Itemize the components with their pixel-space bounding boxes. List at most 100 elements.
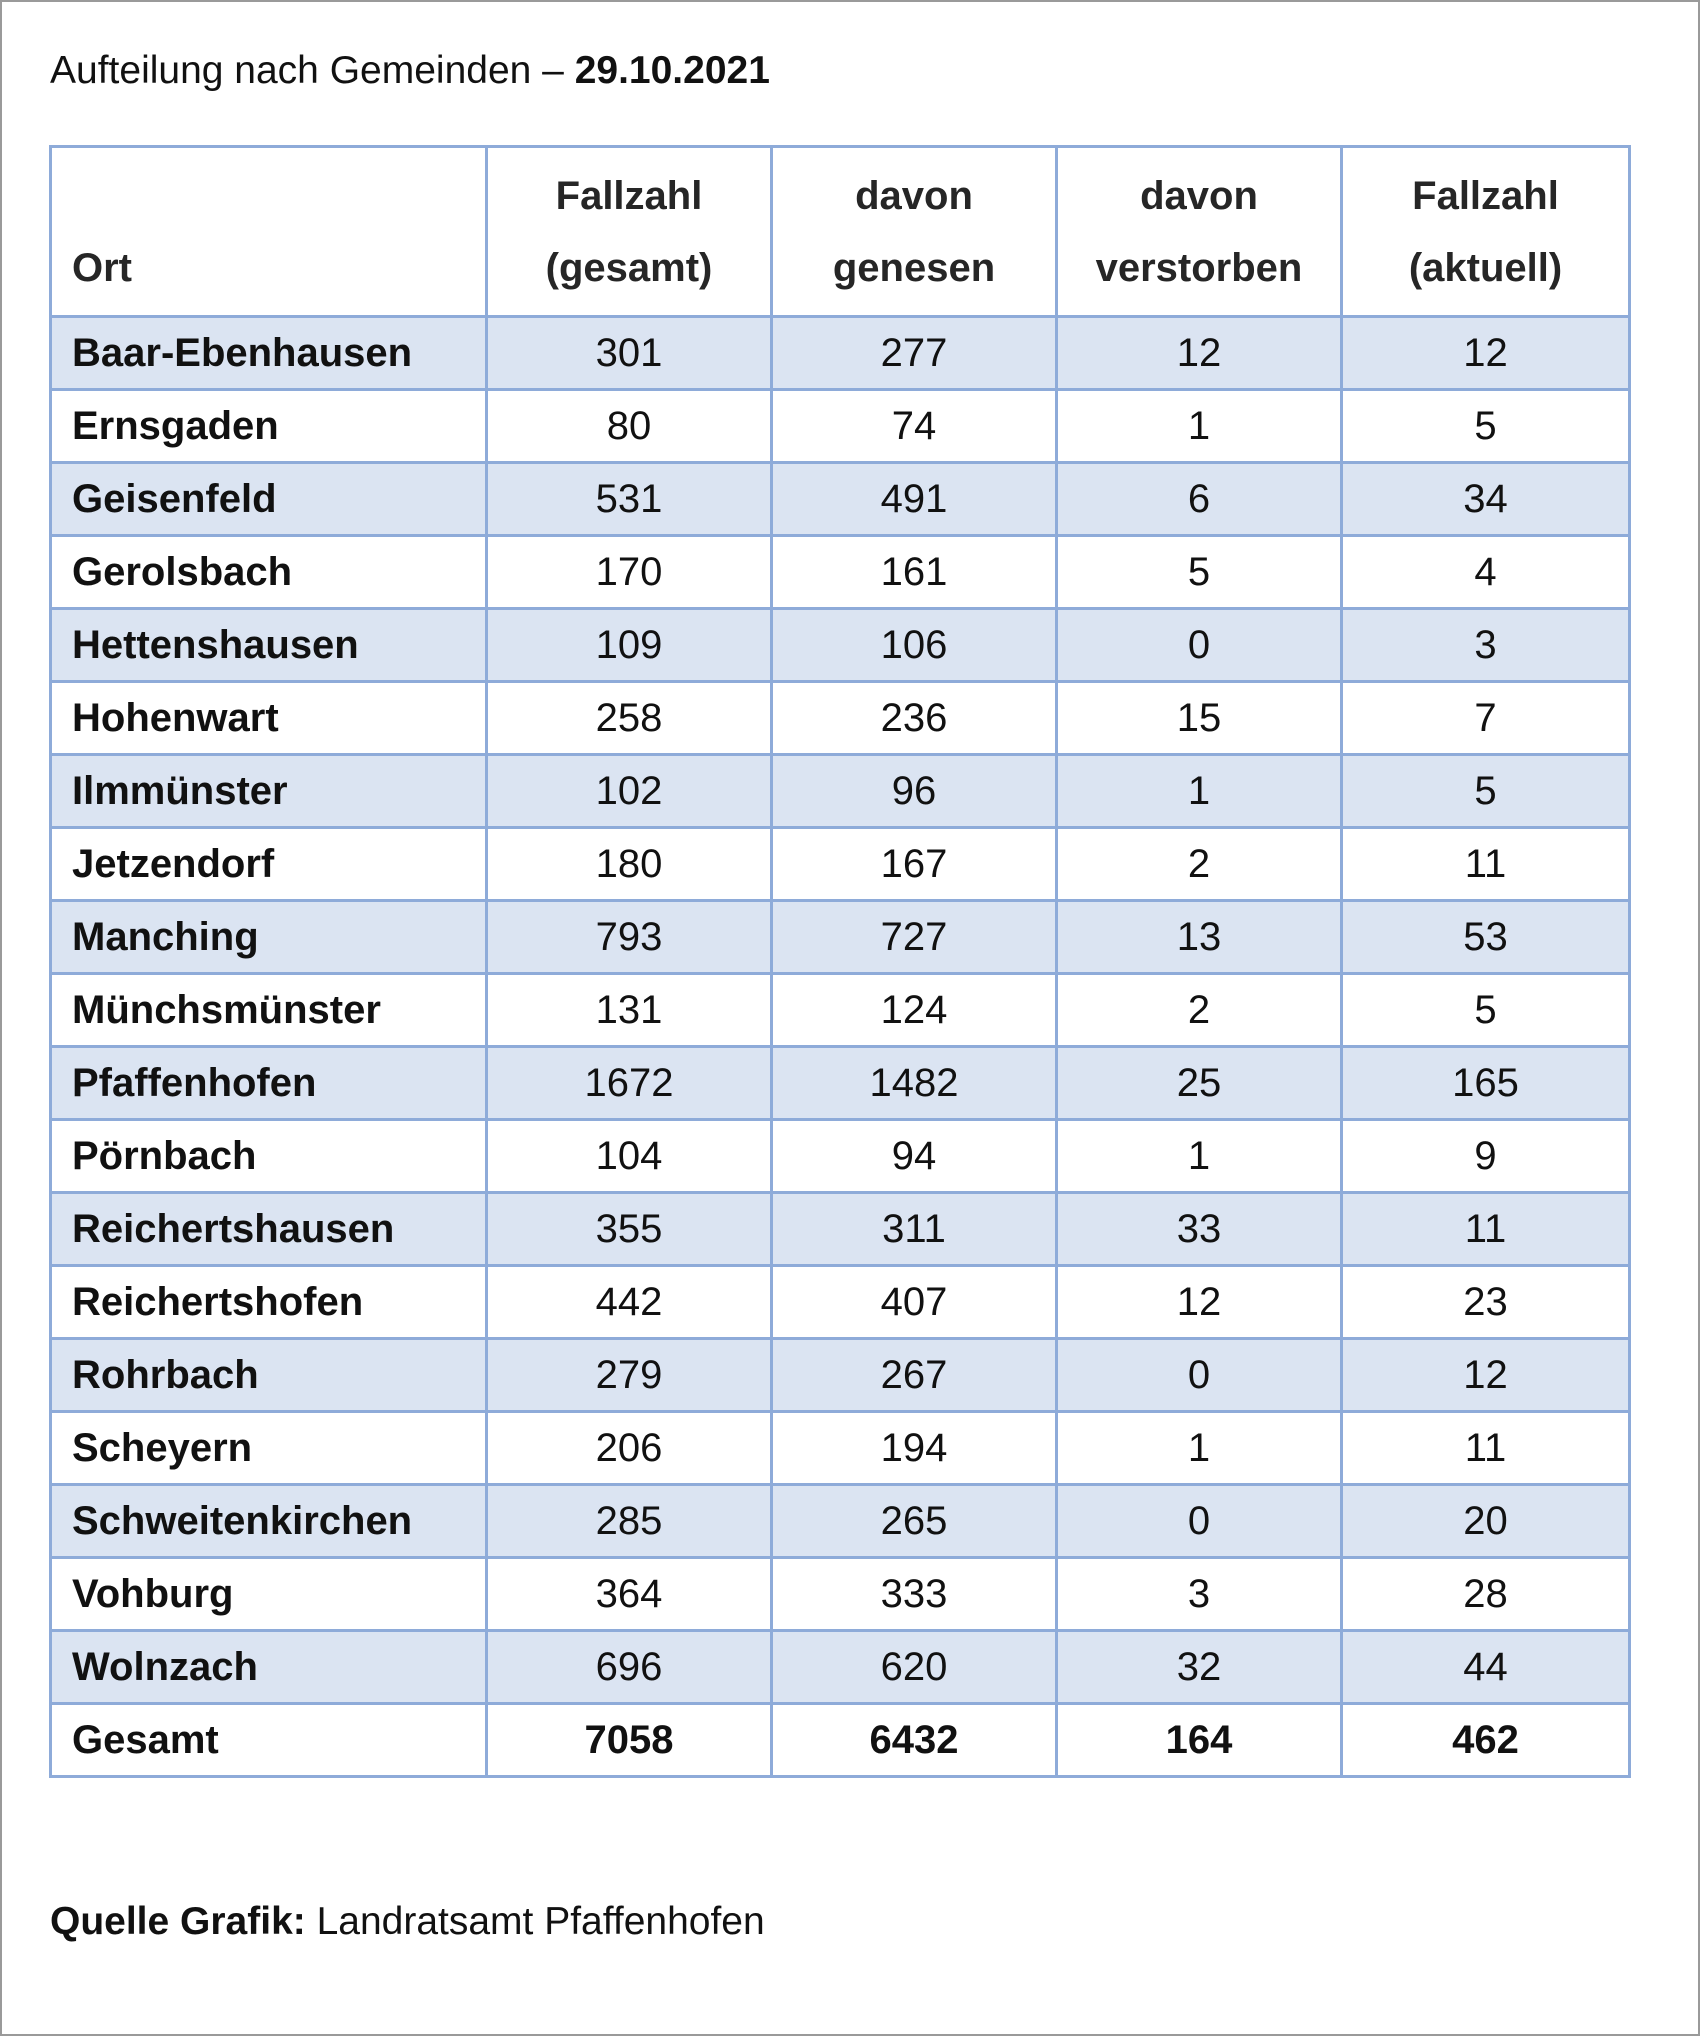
cell-fallzahl-aktuell: 9: [1340, 1118, 1631, 1194]
cell-verstorben: 32: [1055, 1629, 1343, 1705]
cell-fallzahl-aktuell: 165: [1340, 1045, 1631, 1121]
table-row: Hohenwart 258 236 15 7: [49, 680, 1631, 756]
cell-ort: Ernsgaden: [49, 388, 488, 464]
cell-verstorben: 1: [1055, 1410, 1343, 1486]
cell-fallzahl-aktuell: 5: [1340, 388, 1631, 464]
cell-verstorben: 2: [1055, 972, 1343, 1048]
cell-fallzahl-aktuell: 20: [1340, 1483, 1631, 1559]
cell-fallzahl-aktuell: 7: [1340, 680, 1631, 756]
table-row: Baar-Ebenhausen 301 277 12 12: [49, 315, 1631, 391]
cell-fallzahl-gesamt: 170: [485, 534, 773, 610]
source-label: Quelle Grafik:: [50, 1900, 306, 1943]
cell-verstorben: 5: [1055, 534, 1343, 610]
cell-genesen: 267: [770, 1337, 1058, 1413]
cell-ort: Schweitenkirchen: [49, 1483, 488, 1559]
table-header: Ort Fallzahl (gesamt) davon genesen davon v…: [49, 145, 1631, 318]
cell-ort: Scheyern: [49, 1410, 488, 1486]
cell-ort: Münchsmünster: [49, 972, 488, 1048]
cell-ort: Ilmmünster: [49, 753, 488, 829]
table-row: Gerolsbach 170 161 5 4: [49, 534, 1631, 610]
cell-genesen: 124: [770, 972, 1058, 1048]
total-row: Gesamt 7058 6432 164 462: [49, 1702, 1631, 1778]
table-row: Reichertshausen 355 311 33 11: [49, 1191, 1631, 1267]
cell-verstorben: 0: [1055, 607, 1343, 683]
table-row: Wolnzach 696 620 32 44: [49, 1629, 1631, 1705]
cell-fallzahl-aktuell: 12: [1340, 1337, 1631, 1413]
cell-verstorben: 15: [1055, 680, 1343, 756]
cell-genesen: 265: [770, 1483, 1058, 1559]
table-row: Ernsgaden 80 74 1 5: [49, 388, 1631, 464]
cell-fallzahl-aktuell: 5: [1340, 753, 1631, 829]
cell-ort: Pfaffenhofen: [49, 1045, 488, 1121]
cell-fallzahl-gesamt: 109: [485, 607, 773, 683]
table-row: Manching 793 727 13 53: [49, 899, 1631, 975]
cell-genesen: 277: [770, 315, 1058, 391]
table-row: Pörnbach 104 94 1 9: [49, 1118, 1631, 1194]
cell-fallzahl-gesamt: 206: [485, 1410, 773, 1486]
header-fallzahl-aktuell: Fallzahl (aktuell): [1340, 145, 1631, 318]
cell-verstorben: 33: [1055, 1191, 1343, 1267]
cell-fallzahl-aktuell: 11: [1340, 826, 1631, 902]
title-date: 29.10.2021: [574, 49, 770, 92]
cell-ort: Geisenfeld: [49, 461, 488, 537]
cell-fallzahl-gesamt: 355: [485, 1191, 773, 1267]
cell-genesen: 333: [770, 1556, 1058, 1632]
table-row: Reichertshofen 442 407 12 23: [49, 1264, 1631, 1340]
title-prefix: Aufteilung nach Gemeinden –: [50, 49, 575, 92]
cell-genesen: 1482: [770, 1045, 1058, 1121]
cell-verstorben: 3: [1055, 1556, 1343, 1632]
cell-ort: Hohenwart: [49, 680, 488, 756]
cell-verstorben: 1: [1055, 753, 1343, 829]
cell-fallzahl-gesamt: 793: [485, 899, 773, 975]
table-row: Scheyern 206 194 1 11: [49, 1410, 1631, 1486]
cell-ort: Gerolsbach: [49, 534, 488, 610]
table-row: Münchsmünster 131 124 2 5: [49, 972, 1631, 1048]
cell-ort: Manching: [49, 899, 488, 975]
cell-fallzahl-gesamt: 442: [485, 1264, 773, 1340]
cell-genesen: 167: [770, 826, 1058, 902]
cell-genesen: 311: [770, 1191, 1058, 1267]
total-genesen: 6432: [770, 1702, 1058, 1778]
table-row: Vohburg 364 333 3 28: [49, 1556, 1631, 1632]
cell-fallzahl-aktuell: 44: [1340, 1629, 1631, 1705]
cell-verstorben: 0: [1055, 1337, 1343, 1413]
cell-genesen: 407: [770, 1264, 1058, 1340]
cell-fallzahl-gesamt: 364: [485, 1556, 773, 1632]
cell-fallzahl-gesamt: 131: [485, 972, 773, 1048]
cell-genesen: 727: [770, 899, 1058, 975]
cell-fallzahl-aktuell: 34: [1340, 461, 1631, 537]
cell-verstorben: 12: [1055, 1264, 1343, 1340]
cell-fallzahl-gesamt: 80: [485, 388, 773, 464]
cell-verstorben: 13: [1055, 899, 1343, 975]
page-title: Aufteilung nach Gemeinden – 29.10.2021: [50, 46, 770, 96]
cell-genesen: 74: [770, 388, 1058, 464]
table-row: Rohrbach 279 267 0 12: [49, 1337, 1631, 1413]
cell-ort: Reichertshausen: [49, 1191, 488, 1267]
cell-fallzahl-gesamt: 279: [485, 1337, 773, 1413]
cell-fallzahl-gesamt: 258: [485, 680, 773, 756]
cell-ort: Pörnbach: [49, 1118, 488, 1194]
cell-verstorben: 1: [1055, 1118, 1343, 1194]
total-label: Gesamt: [49, 1702, 488, 1778]
cell-fallzahl-aktuell: 5: [1340, 972, 1631, 1048]
cell-fallzahl-aktuell: 4: [1340, 534, 1631, 610]
cell-fallzahl-aktuell: 3: [1340, 607, 1631, 683]
cell-fallzahl-gesamt: 1672: [485, 1045, 773, 1121]
total-verstorben: 164: [1055, 1702, 1343, 1778]
header-davon-genesen: davon genesen: [770, 145, 1058, 318]
cell-genesen: 161: [770, 534, 1058, 610]
table-row: Geisenfeld 531 491 6 34: [49, 461, 1631, 537]
cell-ort: Wolnzach: [49, 1629, 488, 1705]
cell-ort: Baar-Ebenhausen: [49, 315, 488, 391]
cell-fallzahl-aktuell: 11: [1340, 1410, 1631, 1486]
cell-ort: Reichertshofen: [49, 1264, 488, 1340]
cell-fallzahl-aktuell: 23: [1340, 1264, 1631, 1340]
cell-ort: Jetzendorf: [49, 826, 488, 902]
header-row: Ort Fallzahl (gesamt) davon genesen davon v…: [49, 145, 1631, 318]
total-fallzahl-gesamt: 7058: [485, 1702, 773, 1778]
cell-ort: Vohburg: [49, 1556, 488, 1632]
cell-fallzahl-gesamt: 102: [485, 753, 773, 829]
header-fallzahl-gesamt: Fallzahl (gesamt): [485, 145, 773, 318]
cell-fallzahl-gesamt: 180: [485, 826, 773, 902]
